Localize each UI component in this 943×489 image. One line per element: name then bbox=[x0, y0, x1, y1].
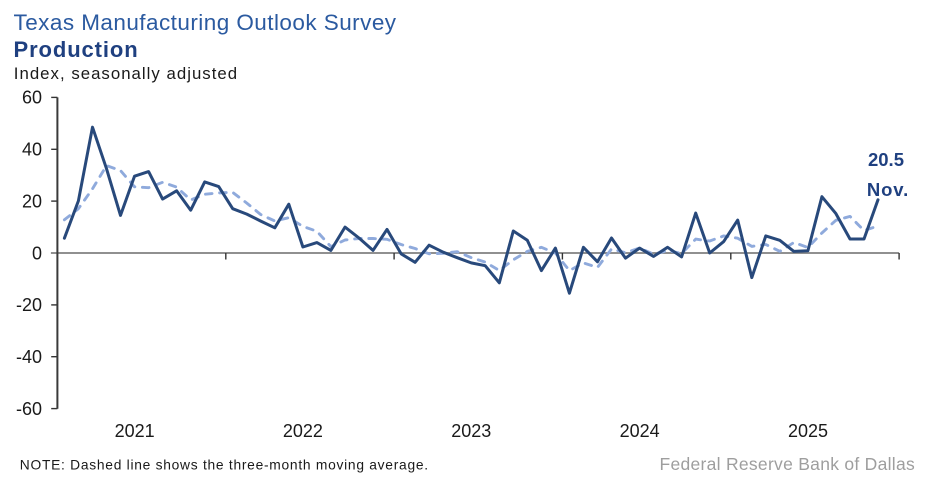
svg-text:Production: Production bbox=[14, 37, 139, 62]
svg-text:Federal Reserve Bank of Dallas: Federal Reserve Bank of Dallas bbox=[660, 454, 915, 474]
svg-text:2022: 2022 bbox=[283, 421, 323, 441]
svg-text:0: 0 bbox=[32, 243, 42, 263]
svg-text:-40: -40 bbox=[16, 347, 42, 367]
svg-text:2023: 2023 bbox=[451, 421, 491, 441]
svg-text:Nov.: Nov. bbox=[867, 179, 909, 200]
svg-text:Index, seasonally adjusted: Index, seasonally adjusted bbox=[14, 64, 238, 83]
svg-text:Texas Manufacturing Outlook Su: Texas Manufacturing Outlook Survey bbox=[14, 10, 397, 35]
svg-text:2024: 2024 bbox=[620, 421, 660, 441]
svg-text:40: 40 bbox=[22, 140, 42, 160]
svg-text:20.5: 20.5 bbox=[868, 149, 904, 170]
svg-text:20: 20 bbox=[22, 191, 42, 211]
svg-text:-20: -20 bbox=[16, 295, 42, 315]
svg-text:2021: 2021 bbox=[115, 421, 155, 441]
svg-text:NOTE: Dashed line shows the th: NOTE: Dashed line shows the three-month … bbox=[20, 458, 429, 473]
svg-text:60: 60 bbox=[22, 88, 42, 108]
svg-text:-60: -60 bbox=[16, 399, 42, 419]
svg-text:2025: 2025 bbox=[788, 421, 828, 441]
